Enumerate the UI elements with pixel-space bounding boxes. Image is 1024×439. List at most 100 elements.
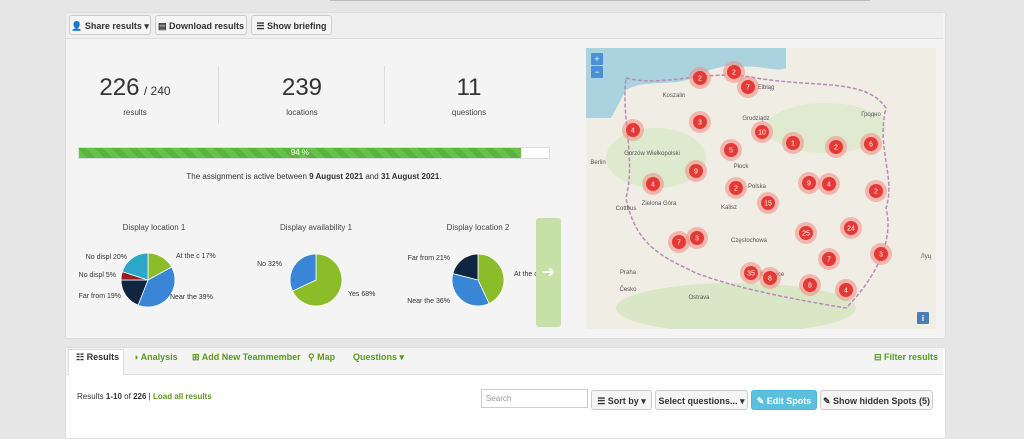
zoom-button[interactable]: [591, 66, 603, 78]
tab[interactable]: Questions ▾: [353, 352, 405, 362]
tab-label: Analysis: [140, 352, 178, 362]
total: 226: [133, 392, 147, 401]
place-label: Česko: [619, 286, 637, 293]
tab-label: Questions: [353, 352, 398, 362]
cluster-count: 2: [874, 189, 878, 196]
briefing-button[interactable]: ☰ Show briefing: [251, 15, 332, 35]
pie-charts: Display location 1 At the c 17% Near the 3…: [79, 223, 544, 308]
cluster-marker: [729, 181, 743, 195]
cluster-marker: [690, 231, 704, 245]
forest: [606, 128, 706, 188]
start-date: 9 August 2021: [309, 172, 364, 181]
slice-label: Yes 68%: [348, 291, 375, 298]
cluster-count: 2: [834, 145, 838, 152]
load-link[interactable]: Load all results: [152, 392, 212, 401]
cluster-marker: [763, 271, 777, 285]
cluster-marker: [844, 221, 858, 235]
place-label: Gorzów Wielkopolski: [624, 151, 680, 157]
pie-slice: [291, 253, 343, 307]
label: Sort by: [607, 396, 639, 406]
cluster-count: 7: [827, 257, 831, 264]
cluster-marker: [822, 252, 836, 266]
cluster-marker: [693, 115, 707, 129]
stat-questions: 11 questions: [394, 74, 544, 117]
stat-value: 239: [281, 74, 323, 101]
zoom-button[interactable]: [591, 53, 603, 65]
slice-label: Near the 39%: [170, 294, 213, 301]
cluster-marker: [822, 177, 836, 191]
tab-label: Map: [317, 352, 336, 362]
forest: [616, 283, 856, 329]
sort-button[interactable]: ☰ Sort by ▾: [591, 390, 652, 410]
pie-slice: [451, 273, 490, 307]
place-label: Koszalin: [663, 93, 686, 99]
cluster-count: 7: [677, 240, 681, 247]
cluster-marker: [864, 137, 878, 151]
place-label: Płock: [734, 164, 750, 170]
share-label: Share results: [84, 21, 142, 31]
cluster-count: 5: [729, 148, 733, 155]
next-button[interactable]: ➔: [536, 218, 561, 327]
cluster-count: 4: [827, 182, 831, 189]
tab[interactable]: ⚲ Map: [308, 352, 336, 362]
slice-label: Far from 19%: [79, 293, 121, 300]
pie-title: Display availability 1: [280, 223, 353, 232]
filter-tab[interactable]: ⊟ Filter results: [874, 352, 939, 362]
place-label: Zielona Góra: [642, 201, 677, 207]
progress-label: 94 %: [290, 148, 310, 157]
edit-button[interactable]: ✎ Edit Spots: [751, 390, 817, 410]
cluster-count: 1: [791, 141, 795, 148]
cluster-count: 25: [802, 231, 810, 238]
active-tab[interactable]: [68, 349, 124, 375]
cluster-count: 6: [869, 142, 873, 149]
select-button[interactable]: Select questions... ▾: [655, 390, 748, 410]
share-button[interactable]: 👤 Share results ▾: [69, 15, 151, 35]
place-label: Praha: [620, 270, 637, 276]
pie-slice: [137, 266, 176, 308]
place-label: Berlin: [590, 160, 605, 166]
place-label: Kalisz: [721, 205, 737, 211]
slice-label: No displ 5%: [79, 272, 116, 279]
cluster-marker: [839, 283, 853, 297]
stat-value: 226: [99, 74, 140, 101]
cluster-marker: [672, 235, 686, 249]
tab[interactable]: ◑ Analysis: [133, 352, 178, 362]
border: [624, 74, 890, 309]
sea: [736, 48, 786, 70]
tab-label: Add New Teammember: [201, 352, 301, 362]
cluster-count: 4: [631, 128, 635, 135]
search-input[interactable]: Search: [481, 389, 588, 408]
download-label: Download results: [169, 21, 245, 31]
cluster-count: 15: [764, 201, 772, 208]
label: Edit Spots: [766, 396, 812, 406]
info-button[interactable]: [917, 312, 929, 324]
pie-slice: [121, 252, 149, 281]
cluster-marker: [693, 71, 707, 85]
tab[interactable]: ⊞ Add New Teammember: [192, 352, 301, 362]
cluster-marker: [802, 176, 816, 190]
label: Select questions...: [658, 396, 738, 406]
cluster-marker: [741, 80, 755, 94]
end-date: 31 August 2021: [380, 172, 440, 181]
cluster-marker: [869, 184, 883, 198]
progress-track: 94 %: [78, 147, 550, 159]
download-button[interactable]: ▤ Download results: [155, 15, 247, 35]
pie-title: Display location 1: [123, 223, 186, 232]
text: and: [365, 172, 379, 181]
tab[interactable]: ☷ Results: [76, 352, 120, 362]
cluster-count: 8: [808, 283, 812, 290]
cluster-marker: [689, 164, 703, 178]
map: Koszalin Elbląg Grudziądz Gorzów Wielkopols…: [586, 48, 936, 329]
cluster-count: 2: [732, 70, 736, 77]
briefing-label: Show briefing: [267, 21, 327, 31]
info-label: i: [922, 314, 924, 323]
hidden-button[interactable]: ✎ Show hidden Spots (5): [820, 390, 933, 410]
cluster-marker: [761, 196, 775, 210]
assignment-text: The assignment is active between 9 Augus…: [78, 172, 550, 181]
progress-fill: 94 %: [79, 148, 521, 158]
text: of: [124, 392, 131, 401]
stat-label: locations: [286, 108, 318, 117]
range: 1-10: [105, 392, 122, 401]
slice-label: Near the 36%: [407, 298, 450, 305]
